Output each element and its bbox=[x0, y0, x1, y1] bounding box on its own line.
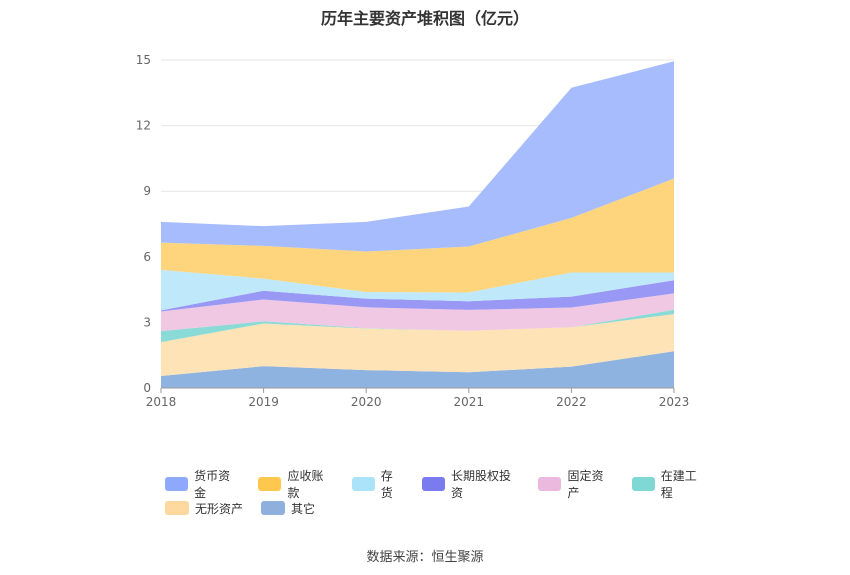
chart-legend: 货币资金 应收账款 存货 长期股权投资 固定资产 在建工程无形资产 其它 bbox=[165, 469, 725, 520]
x-tick-label: 2019 bbox=[248, 395, 279, 409]
legend-swatch bbox=[165, 477, 189, 491]
legend-swatch bbox=[165, 501, 189, 515]
area-无形资产 bbox=[161, 314, 674, 376]
legend-item[interactable]: 固定资产 bbox=[538, 467, 613, 501]
x-tick-label: 2020 bbox=[351, 395, 382, 409]
legend-item[interactable]: 其它 bbox=[261, 500, 315, 517]
legend-item[interactable]: 存货 bbox=[351, 467, 404, 501]
legend-label: 存货 bbox=[380, 469, 393, 500]
legend-row: 无形资产 其它 bbox=[165, 496, 725, 520]
legend-label: 长期股权投资 bbox=[450, 469, 511, 500]
area-其它 bbox=[161, 351, 674, 388]
area-存货 bbox=[161, 269, 674, 311]
legend-swatch bbox=[261, 501, 286, 515]
chart-title: 历年主要资产堆积图（亿元） bbox=[320, 9, 529, 28]
legend-swatch bbox=[538, 477, 562, 491]
area-货币资金 bbox=[161, 61, 674, 252]
area-长期股权投资 bbox=[161, 280, 674, 312]
legend-label: 货币资金 bbox=[194, 469, 231, 500]
y-tick-label: 3 bbox=[143, 315, 151, 329]
legend-item[interactable]: 长期股权投资 bbox=[421, 467, 521, 501]
x-tick-label: 2022 bbox=[556, 395, 587, 409]
legend-row: 货币资金 应收账款 存货 长期股权投资 固定资产 在建工程 bbox=[165, 469, 725, 500]
legend-swatch bbox=[631, 477, 655, 491]
stacked-area-chart: 0 3 6 9 12 15 2018 2019 2020 2021 2022 2023 bbox=[136, 53, 690, 409]
y-tick-label: 12 bbox=[136, 119, 151, 133]
legend-label: 无形资产 bbox=[195, 501, 244, 516]
y-tick-label: 9 bbox=[143, 184, 151, 198]
x-tick-label: 2023 bbox=[659, 395, 690, 409]
x-tick-label: 2018 bbox=[146, 395, 177, 409]
legend-swatch bbox=[258, 477, 282, 491]
data-source: 数据来源：恒生聚源 bbox=[366, 550, 484, 565]
legend-label: 在建工程 bbox=[660, 469, 697, 500]
legend-swatch bbox=[421, 477, 445, 491]
y-tick-label: 15 bbox=[136, 53, 151, 67]
legend-label: 固定资产 bbox=[567, 469, 604, 500]
y-tick-label: 0 bbox=[143, 381, 151, 395]
legend-item[interactable]: 无形资产 bbox=[165, 500, 243, 517]
legend-item[interactable]: 货币资金 bbox=[165, 467, 240, 501]
area-应收账款 bbox=[161, 178, 674, 293]
y-tick-label: 6 bbox=[143, 250, 151, 264]
legend-item[interactable]: 在建工程 bbox=[631, 467, 707, 501]
area-固定资产 bbox=[161, 293, 674, 332]
legend-item[interactable]: 应收账款 bbox=[258, 467, 333, 501]
legend-label: 应收账款 bbox=[287, 469, 324, 500]
x-tick-label: 2021 bbox=[454, 395, 485, 409]
legend-label: 其它 bbox=[291, 501, 316, 516]
legend-swatch bbox=[351, 477, 375, 491]
